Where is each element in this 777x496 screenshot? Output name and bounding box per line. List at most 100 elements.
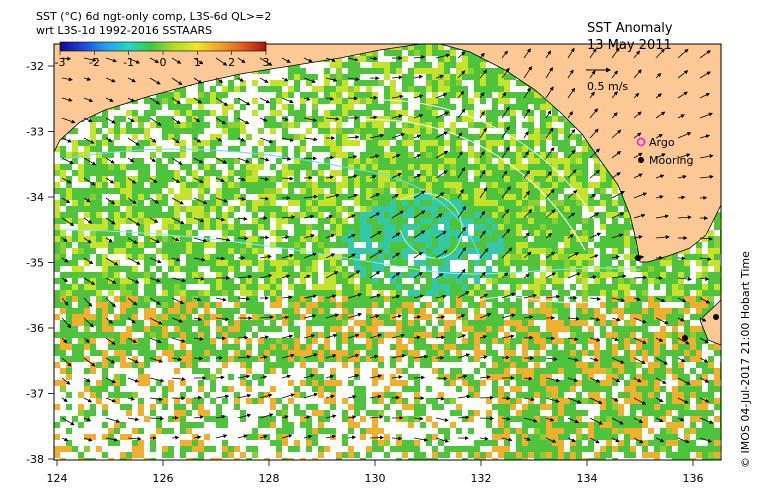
sst-cell	[600, 332, 606, 338]
sst-cell	[222, 110, 228, 116]
sst-cell	[456, 116, 462, 122]
sst-cell	[108, 266, 114, 272]
sst-cell	[462, 338, 468, 344]
sst-cell	[306, 236, 312, 242]
sst-cell	[432, 140, 438, 146]
sst-cell	[462, 158, 468, 164]
sst-cell	[258, 266, 264, 272]
sst-cell	[306, 212, 312, 218]
sst-cell	[522, 224, 528, 230]
sst-cell	[498, 266, 504, 272]
sst-cell	[168, 320, 174, 326]
sst-cell	[348, 104, 354, 110]
sst-cell	[468, 338, 474, 344]
sst-cell	[492, 218, 498, 224]
sst-cell	[240, 80, 246, 86]
sst-cell	[102, 380, 108, 386]
sst-cell	[78, 152, 84, 158]
sst-cell	[264, 146, 270, 152]
sst-cell	[324, 350, 330, 356]
sst-cell	[174, 266, 180, 272]
sst-cell	[366, 80, 372, 86]
sst-cell	[648, 296, 654, 302]
sst-cell	[186, 266, 192, 272]
sst-cell	[690, 284, 696, 290]
sst-cell	[132, 248, 138, 254]
sst-cell	[396, 308, 402, 314]
sst-cell	[492, 236, 498, 242]
sst-cell	[162, 194, 168, 200]
sst-cell	[66, 332, 72, 338]
sst-cell	[678, 308, 684, 314]
sst-cell	[468, 320, 474, 326]
sst-cell	[126, 200, 132, 206]
sst-cell	[132, 308, 138, 314]
sst-cell	[282, 176, 288, 182]
sst-cell	[468, 326, 474, 332]
sst-cell	[324, 176, 330, 182]
sst-cell	[672, 338, 678, 344]
sst-cell	[264, 278, 270, 284]
sst-cell	[198, 314, 204, 320]
sst-cell	[438, 320, 444, 326]
sst-cell	[402, 86, 408, 92]
sst-cell	[168, 284, 174, 290]
sst-cell	[474, 152, 480, 158]
sst-cell	[354, 122, 360, 128]
sst-cell	[78, 350, 84, 356]
sst-cell	[210, 314, 216, 320]
sst-cell	[246, 158, 252, 164]
sst-cell	[54, 242, 60, 248]
sst-cell	[510, 254, 516, 260]
sst-cell	[102, 164, 108, 170]
sst-cell	[570, 296, 576, 302]
sst-cell	[432, 68, 438, 74]
sst-cell	[624, 302, 630, 308]
sst-cell	[648, 368, 654, 374]
sst-cell	[378, 122, 384, 128]
sst-cell	[648, 260, 654, 266]
sst-cell	[294, 80, 300, 86]
sst-cell	[108, 260, 114, 266]
sst-cell	[306, 206, 312, 212]
sst-cell	[534, 386, 540, 392]
sst-cell	[450, 176, 456, 182]
sst-cell	[354, 140, 360, 146]
sst-cell	[354, 404, 360, 410]
sst-cell	[366, 272, 372, 278]
sst-cell	[564, 182, 570, 188]
sst-cell	[456, 308, 462, 314]
sst-cell	[546, 116, 552, 122]
sst-cell	[354, 386, 360, 392]
sst-cell	[588, 368, 594, 374]
sst-cell	[546, 392, 552, 398]
sst-cell	[60, 368, 66, 374]
sst-cell	[462, 296, 468, 302]
sst-cell	[570, 386, 576, 392]
sst-cell	[474, 218, 480, 224]
sst-cell	[408, 44, 414, 50]
sst-cell	[642, 290, 648, 296]
sst-cell	[120, 176, 126, 182]
sst-cell	[378, 224, 384, 230]
sst-cell	[222, 332, 228, 338]
sst-cell	[582, 344, 588, 350]
sst-cell	[540, 356, 546, 362]
sst-cell	[648, 350, 654, 356]
sst-cell	[648, 266, 654, 272]
sst-cell	[348, 404, 354, 410]
sst-cell	[96, 128, 102, 134]
sst-cell	[180, 332, 186, 338]
sst-cell	[438, 374, 444, 380]
sst-cell	[354, 224, 360, 230]
sst-cell	[420, 218, 426, 224]
sst-cell	[300, 188, 306, 194]
sst-cell	[240, 254, 246, 260]
sst-cell	[150, 284, 156, 290]
sst-cell	[426, 122, 432, 128]
sst-cell	[372, 176, 378, 182]
sst-cell	[264, 224, 270, 230]
sst-cell	[522, 152, 528, 158]
sst-cell	[384, 212, 390, 218]
sst-cell	[198, 140, 204, 146]
